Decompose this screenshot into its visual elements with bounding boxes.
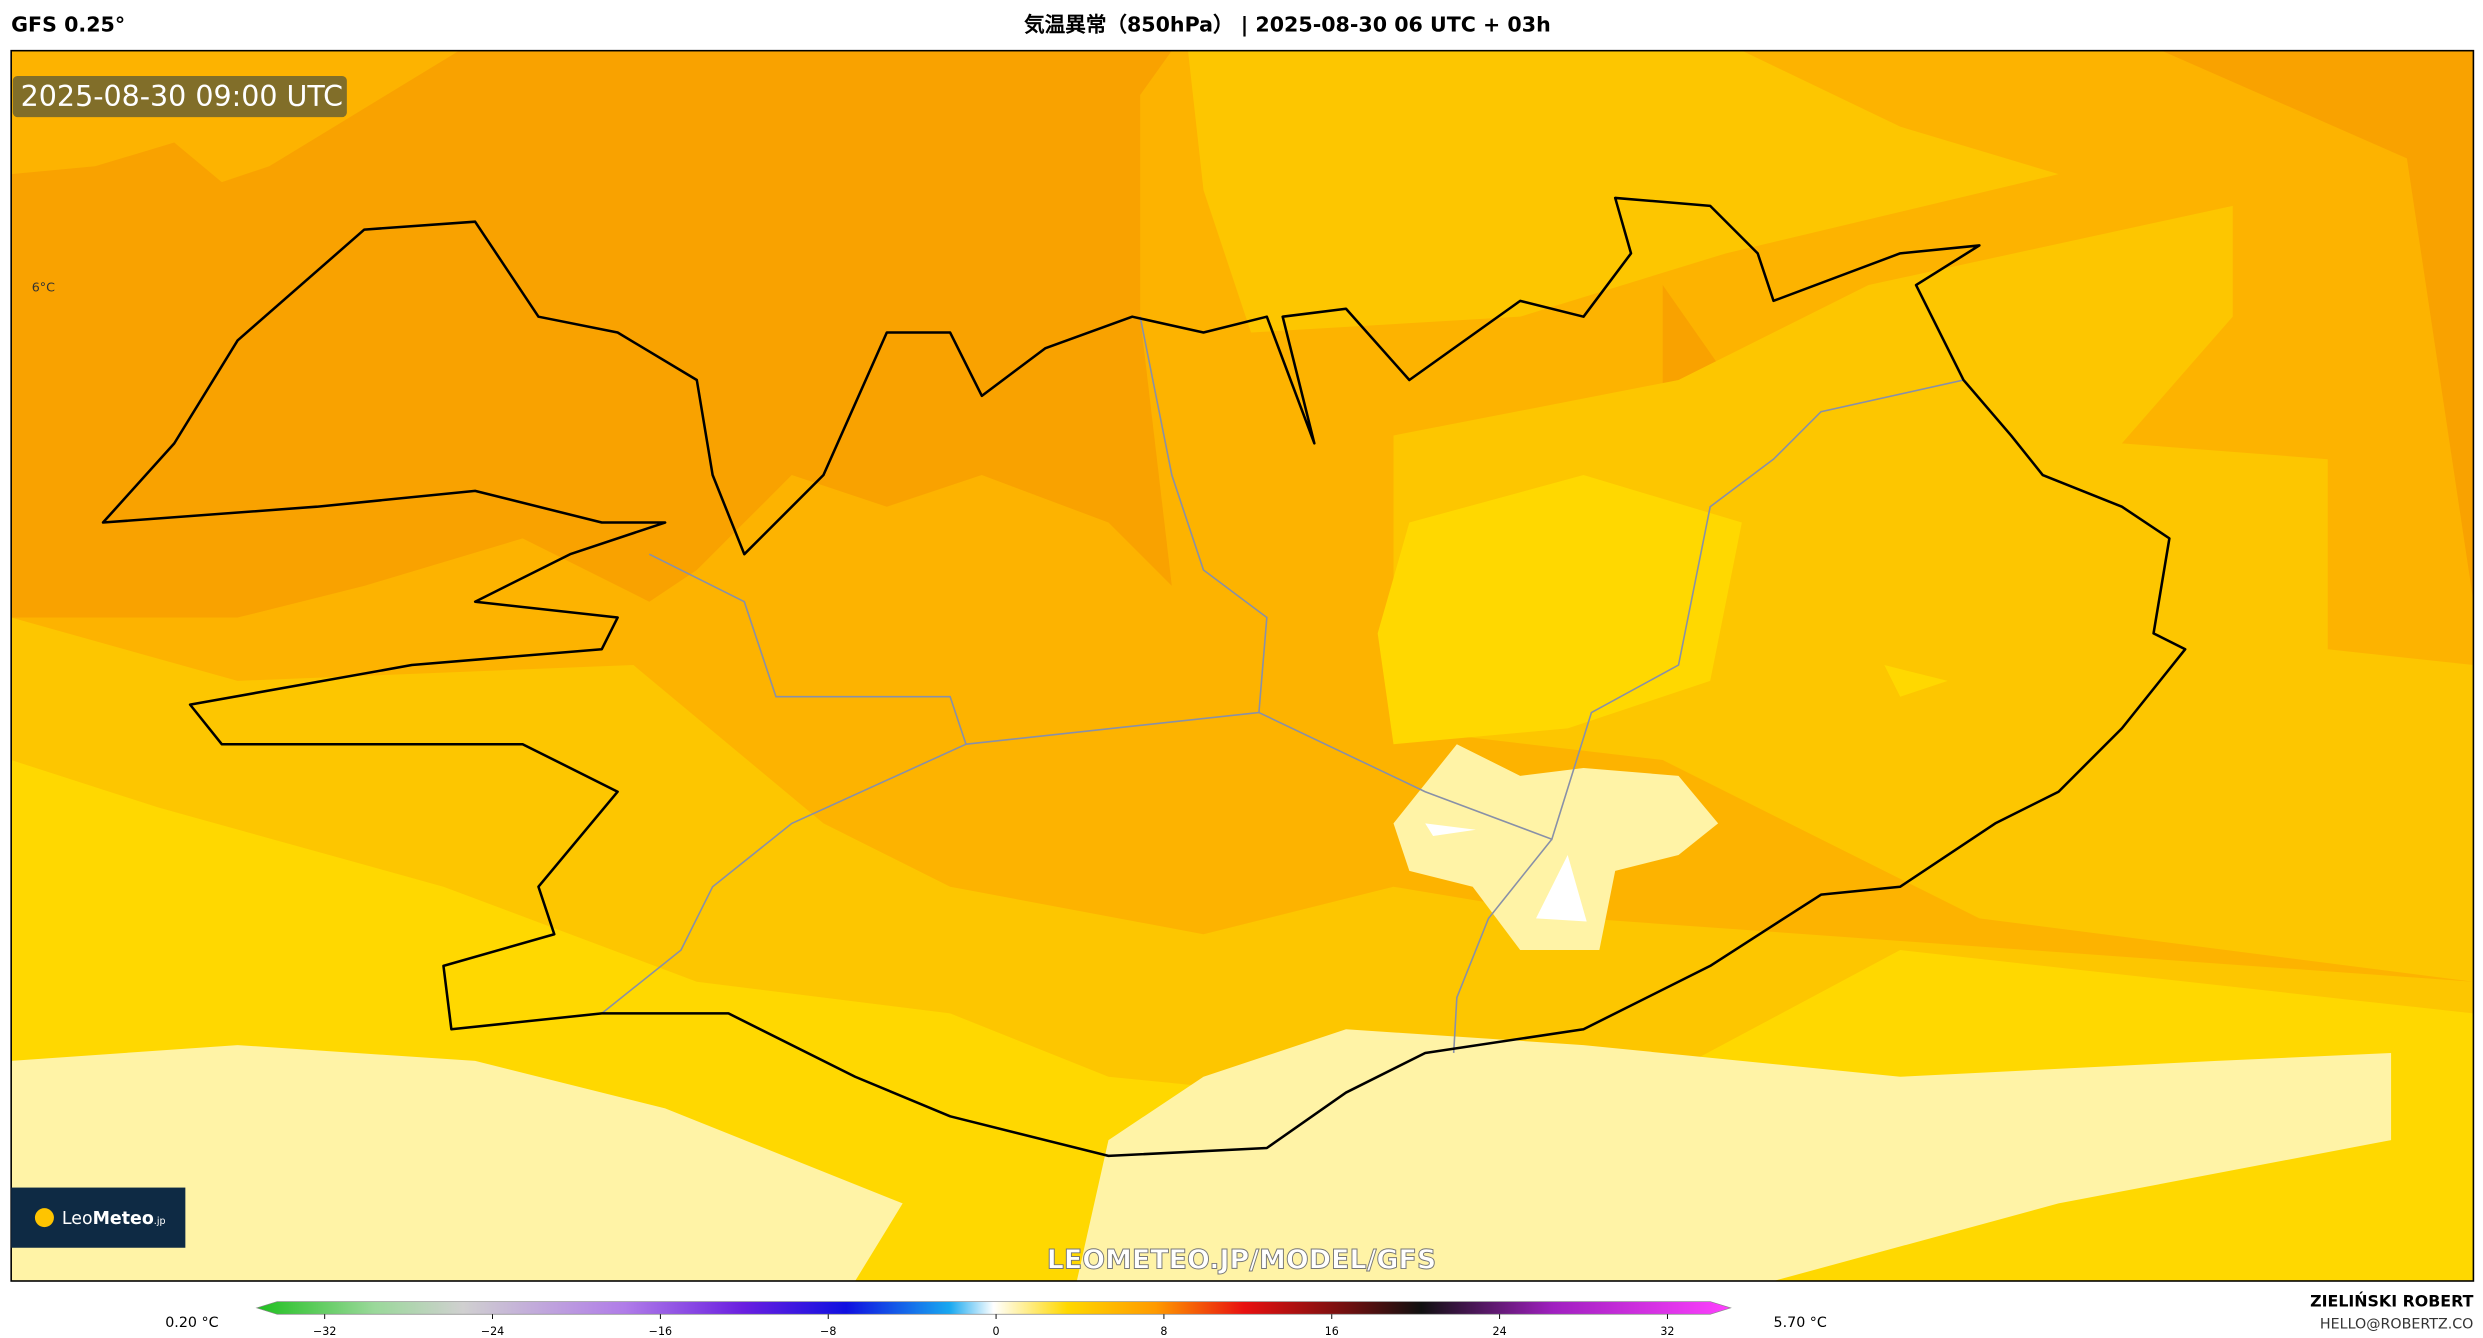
- colorbar-tick-label: 16: [1325, 1325, 1339, 1338]
- watermark: LEOMETEO.JP/MODEL/GFS: [1047, 1244, 1437, 1275]
- model-label: GFS 0.25°: [11, 13, 125, 37]
- colorbar: [255, 1301, 1732, 1315]
- contour-dark: [11, 50, 2474, 618]
- logo-leo: Leo: [62, 1209, 93, 1229]
- author: ZIELIŃSKI ROBERT: [2310, 1291, 2473, 1310]
- colorbar-tick-label: −24: [481, 1325, 504, 1338]
- timestamp: 2025-08-30 09:00 UTC: [21, 80, 343, 113]
- map-area: [11, 50, 2474, 1281]
- timestamp-box: [12, 76, 347, 118]
- contour-white: [1425, 823, 1587, 922]
- colorbar-tick-label: 24: [1493, 1325, 1507, 1338]
- colorbar-tick-label: 0: [993, 1325, 1000, 1338]
- contour-label: 6°C: [32, 279, 55, 294]
- colorbar-ticks: −32 −24 −16 −8 0 8 16 24 32: [313, 1314, 1674, 1338]
- logo-meteo: Meteo: [93, 1209, 154, 1229]
- map-title: 気温異常（850hPa） | 2025-08-30 06 UTC + 03h: [1024, 13, 1551, 38]
- logo: LeoMeteo.jp: [11, 1187, 186, 1248]
- coastline: [101, 196, 2187, 1158]
- colorbar-tick-label: −16: [649, 1325, 672, 1338]
- map-frame: [10, 49, 2475, 1282]
- colorbar-tick-label: −8: [820, 1325, 836, 1338]
- colorbar-tick-label: −32: [313, 1325, 336, 1338]
- colorbar-tick-label: 8: [1160, 1325, 1167, 1338]
- logo-sun: [34, 1208, 54, 1228]
- logo-text: LeoMeteo.jp: [62, 1209, 166, 1229]
- region-borders: [601, 316, 1964, 1054]
- email: HELLO@ROBERTZ.CO: [2320, 1316, 2473, 1332]
- colorbar-tick-label: 32: [1660, 1325, 1674, 1338]
- logo-suffix: .jp: [154, 1216, 166, 1227]
- colorbar-max: 5.70 °C: [1774, 1315, 1827, 1331]
- contour-light: [11, 744, 2392, 1281]
- colorbar-min: 0.20 °C: [165, 1315, 218, 1331]
